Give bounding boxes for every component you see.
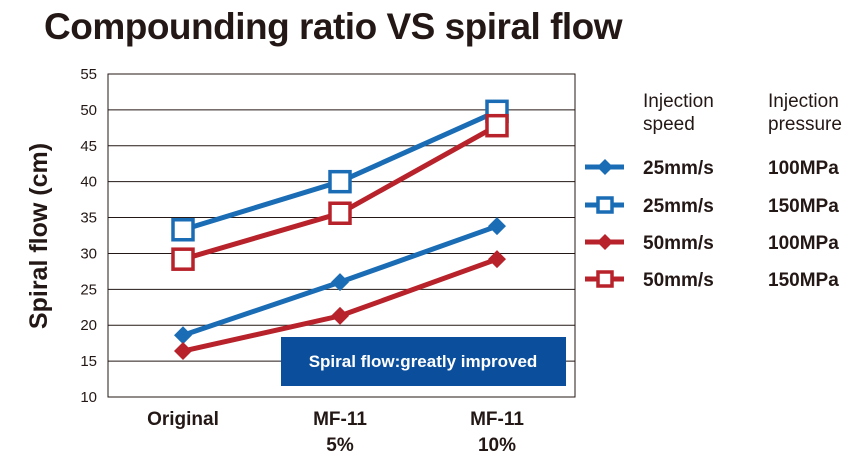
y-tick-label: 15 xyxy=(80,353,97,370)
data-point-1-1 xyxy=(328,169,352,194)
y-tick-label: 35 xyxy=(80,210,97,227)
legend-speed: 25mm/s xyxy=(643,196,714,217)
data-point-0-0 xyxy=(174,326,192,345)
annotation-box xyxy=(281,337,566,386)
legend-header-speed: Injection xyxy=(643,91,714,112)
legend-marker xyxy=(597,234,613,250)
legend-marker xyxy=(596,196,614,214)
legend-speed: 25mm/s xyxy=(643,158,714,179)
legend-marker xyxy=(597,159,613,175)
y-tick-label: 20 xyxy=(80,317,97,334)
data-point-2-1 xyxy=(331,306,349,325)
y-tick-label: 10 xyxy=(80,389,97,406)
data-point-2-0 xyxy=(174,342,192,361)
y-axis-label: Spiral flow (cm) xyxy=(25,143,53,329)
x-tick-label: 5% xyxy=(326,435,354,456)
legend-pressure: 100MPa xyxy=(768,233,839,254)
x-tick-label: 10% xyxy=(478,435,516,456)
x-tick-label: Original xyxy=(147,409,219,430)
x-tick-label: MF-11 xyxy=(313,409,367,430)
data-point-3-2 xyxy=(485,113,509,138)
data-point-1-0 xyxy=(171,218,195,242)
x-tick-label: MF-11 xyxy=(470,409,524,430)
legend-pressure: 150MPa xyxy=(768,270,839,291)
y-tick-label: 50 xyxy=(80,102,97,119)
data-point-0-2 xyxy=(488,217,506,236)
y-tick-label: 40 xyxy=(80,174,97,191)
data-point-0-1 xyxy=(331,273,349,292)
chart-title: Compounding ratio VS spiral flow xyxy=(44,6,623,47)
legend-pressure: 150MPa xyxy=(768,196,839,217)
legend-header-pressure: pressure xyxy=(768,114,842,135)
plot-frame xyxy=(107,73,576,398)
y-tick-label: 30 xyxy=(80,245,97,262)
data-point-3-0 xyxy=(171,247,195,271)
annotation-text: Spiral flow:greatly improved xyxy=(309,352,538,371)
y-tick-label: 25 xyxy=(80,281,97,298)
legend-pressure: 100MPa xyxy=(768,158,839,179)
y-tick-label: 55 xyxy=(80,66,97,83)
legend-header-pressure: Injection xyxy=(768,91,839,112)
legend-speed: 50mm/s xyxy=(643,233,714,254)
y-tick-label: 45 xyxy=(80,138,97,155)
legend-header-speed: speed xyxy=(643,114,695,135)
data-point-2-2 xyxy=(488,250,506,269)
legend-marker xyxy=(596,270,614,288)
data-point-3-1 xyxy=(328,201,352,225)
legend-speed: 50mm/s xyxy=(643,270,714,291)
